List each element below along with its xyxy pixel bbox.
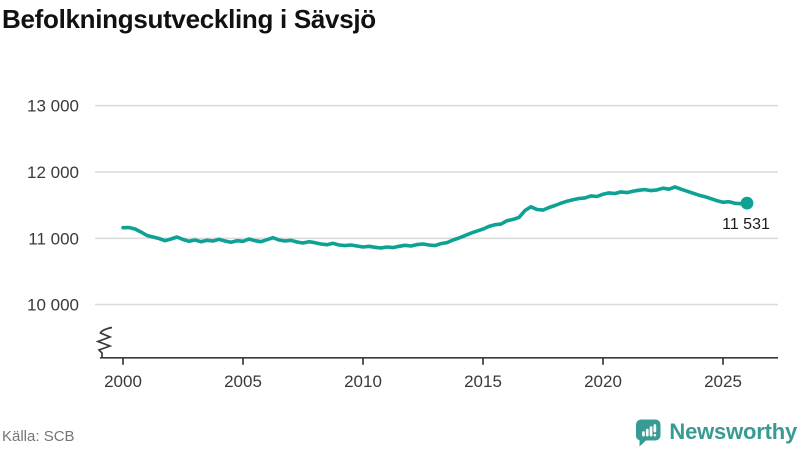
y-axis-tick-label: 13 000 xyxy=(27,97,79,116)
population-series-line xyxy=(121,185,749,250)
x-axis-tick-label: 2005 xyxy=(224,372,262,391)
y-axis-tick-label: 11 000 xyxy=(28,229,79,248)
chart-title: Befolkningsutveckling i Sävsjö xyxy=(2,4,376,34)
y-axis-break-squiggle xyxy=(95,326,113,358)
source-caption: Källa: SCB xyxy=(2,428,75,445)
x-axis-tick-label: 2020 xyxy=(584,372,622,391)
newsworthy-wordmark: Newsworthy xyxy=(669,419,797,444)
y-axis-tick-label: 12 000 xyxy=(27,163,79,182)
x-axis-tick-label: 2000 xyxy=(104,372,142,391)
x-axis-tick-label: 2015 xyxy=(464,372,502,391)
exclamation-dot xyxy=(653,433,657,437)
exclamation-bar xyxy=(653,423,657,432)
newsworthy-logo: Newsworthy xyxy=(634,416,797,448)
x-axis-tick-label: 2010 xyxy=(344,372,382,391)
bar-small xyxy=(642,430,646,436)
newsworthy-bar-chart-bubble-icon xyxy=(636,419,661,446)
bar-tall xyxy=(650,425,653,436)
end-point-marker xyxy=(740,196,754,210)
end-point-value-label: 11 531 xyxy=(722,216,770,233)
bar-medium xyxy=(646,428,650,436)
x-axis-tick-label: 2025 xyxy=(704,372,742,391)
y-axis-tick-label: 10 000 xyxy=(27,296,79,315)
